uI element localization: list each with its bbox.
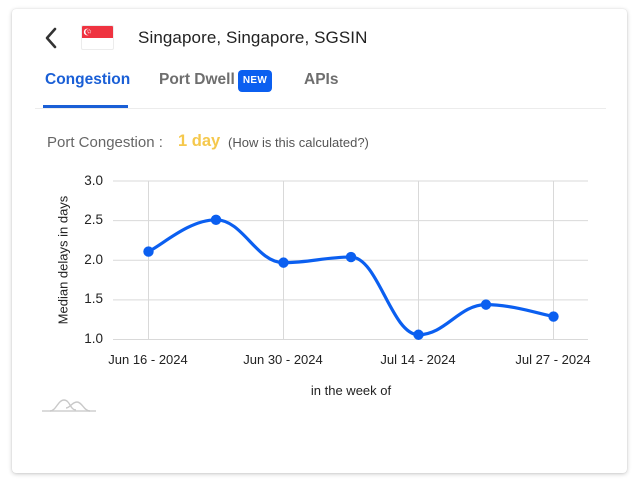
y-tick-3-0: 3.0 [84,173,103,188]
chevron-left-icon [45,27,57,49]
new-badge: NEW [238,70,272,92]
data-point[interactable] [480,299,492,310]
port-congestion-card [12,9,627,473]
tabs-divider [35,108,606,109]
x-tick-jul-27: Jul 27 - 2024 [515,352,591,367]
x-tick-jun-16: Jun 16 - 2024 [108,352,188,367]
y-tick-1-0: 1.0 [84,331,103,346]
port-title: Singapore, Singapore, SGSIN [138,28,368,47]
y-tick-2-5: 2.5 [84,212,103,227]
data-line [146,218,556,337]
data-point[interactable] [345,251,357,263]
data-points [143,214,559,340]
y-tick-1-5: 1.5 [84,291,103,306]
x-tick-jul-14: Jul 14 - 2024 [380,352,456,367]
data-point[interactable] [278,257,289,268]
data-point[interactable] [548,311,559,322]
port-congestion-label: Port Congestion : [47,134,163,151]
active-tab-indicator [43,105,128,108]
y-axis-label: Median delays in days [55,195,71,325]
data-point[interactable] [413,329,424,340]
chart-logo-icon [42,399,96,412]
data-point[interactable] [210,214,222,226]
data-point[interactable] [143,246,154,257]
port-congestion-value: 1 day [178,132,221,150]
tab-apis[interactable]: APIs [304,71,339,88]
how-calculated-link[interactable]: (How is this calculated?) [228,135,369,150]
singapore-flag-icon [81,25,114,50]
tab-congestion[interactable]: Congestion [45,71,131,88]
back-button[interactable] [42,26,62,50]
tab-port-dwell[interactable]: Port Dwell [159,71,235,88]
x-tick-jun-30: Jun 30 - 2024 [243,352,323,367]
x-axis-label: in the week of [310,383,392,398]
y-tick-2-0: 2.0 [84,252,103,267]
